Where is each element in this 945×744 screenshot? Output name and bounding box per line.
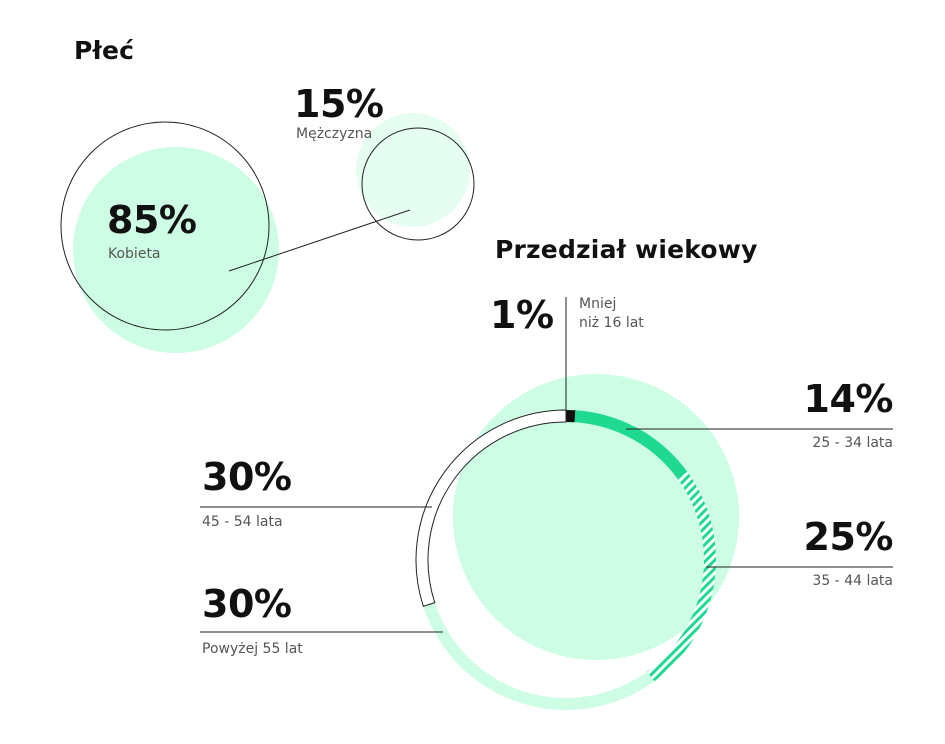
age-segment-25-34 (574, 410, 688, 479)
age-leader-lines (200, 297, 893, 633)
age-segment-55-plus (423, 602, 655, 710)
male-bubble-outline (361, 127, 475, 241)
age-25-34-percent: 14% (803, 377, 894, 421)
age-35-44-label: 35 - 44 lata (812, 573, 893, 589)
age-segment-under-16 (566, 410, 576, 423)
female-bubble-fill (73, 147, 279, 353)
gender-chart-title: Płeć (74, 36, 135, 65)
age-45-54-percent: 30% (202, 455, 292, 499)
age-donut (415, 374, 739, 710)
male-label: Mężczyzna (296, 126, 373, 142)
male-bubble-fill (356, 113, 470, 227)
age-55-plus-label: Powyżej 55 lat (202, 641, 303, 657)
age-under-16-percent: 1% (490, 293, 554, 337)
age-chart-title: Przedział wiekowy (495, 235, 758, 264)
age-45-54-label: 45 - 54 lata (202, 514, 283, 530)
male-percent: 15% (294, 82, 384, 126)
age-under-16-label-line2: niż 16 lat (579, 315, 644, 331)
age-under-16-label-line1: Mniej (579, 296, 617, 312)
gender-bubbles (60, 113, 475, 353)
female-bubble-outline (60, 121, 270, 331)
female-percent: 85% (107, 198, 197, 242)
female-label: Kobieta (108, 246, 161, 262)
age-25-34-label: 25 - 34 lata (812, 435, 893, 451)
age-segment-35-44 (647, 471, 716, 682)
age-35-44-percent: 25% (803, 515, 894, 559)
gender-connector-line (228, 209, 411, 272)
age-donut-background-bubble (453, 374, 739, 660)
age-55-plus-percent: 30% (202, 582, 292, 626)
